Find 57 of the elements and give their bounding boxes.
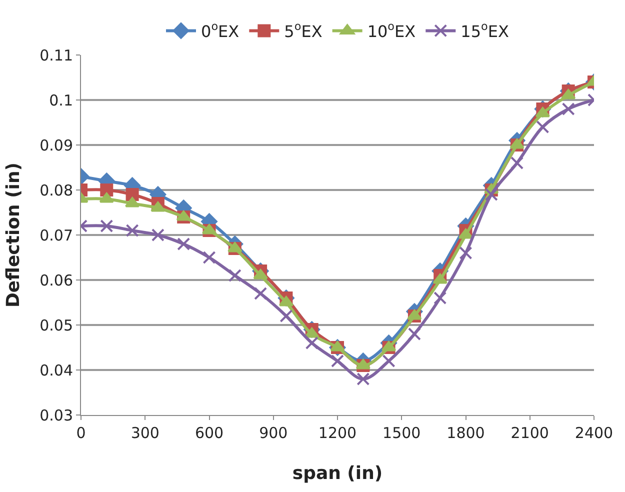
- point: [382, 354, 396, 368]
- point: [356, 359, 370, 370]
- point: [407, 310, 422, 320]
- point: [304, 328, 320, 338]
- point: [176, 210, 191, 221]
- point: [100, 220, 114, 232]
- point: [151, 228, 164, 242]
- y-tick-label: 0.08: [40, 181, 73, 200]
- point: [510, 138, 524, 149]
- y-tick-label: 0.1: [49, 91, 73, 110]
- point: [228, 242, 242, 252]
- point: [177, 238, 190, 250]
- point: [253, 269, 268, 280]
- y-axis-title: Deflection (in): [2, 162, 24, 308]
- point: [331, 354, 344, 368]
- point: [562, 102, 575, 116]
- point: [510, 156, 524, 170]
- point: [228, 269, 242, 282]
- x-tick-label: 2100: [510, 424, 549, 442]
- point: [150, 202, 166, 212]
- x-tick-label: 1500: [382, 424, 421, 442]
- point: [561, 89, 576, 100]
- y-tick-label: 0.09: [40, 136, 73, 154]
- point: [202, 251, 216, 264]
- point: [408, 328, 421, 340]
- point: [254, 287, 268, 300]
- point: [100, 184, 114, 196]
- point: [434, 292, 447, 304]
- point: [99, 192, 114, 203]
- y-tick-label: 0.06: [40, 271, 73, 290]
- legend-label: 0$^{o}$EX: [201, 20, 240, 41]
- point: [126, 188, 139, 201]
- point: [484, 188, 498, 201]
- y-tick-label: 0.11: [40, 46, 73, 64]
- x-tick-label: 600: [194, 424, 224, 442]
- x-tick-label: 2400: [574, 424, 614, 442]
- y-tick-label: 0.07: [40, 226, 73, 244]
- x-axis-title: span (in): [292, 463, 383, 484]
- y-tick-label: 0.04: [40, 361, 73, 380]
- point: [126, 224, 139, 237]
- x-tick-label: 900: [259, 424, 288, 442]
- point: [356, 372, 370, 386]
- legend-label: 5$^{o}$EX: [284, 20, 322, 41]
- point: [305, 336, 318, 350]
- point: [536, 120, 550, 134]
- x-tick-label: 1200: [318, 424, 357, 442]
- x-tick-label: 1800: [446, 424, 485, 442]
- y-tick-label: 0.03: [40, 406, 73, 424]
- legend-label: 15$^{o}$EX: [460, 20, 509, 41]
- y-tick-label: 0.05: [40, 316, 73, 334]
- point: [459, 246, 472, 260]
- point: [280, 310, 293, 322]
- x-tick-label: 0: [76, 424, 86, 442]
- point: [432, 274, 448, 284]
- point: [330, 341, 345, 352]
- legend-label: 10$^{o}$EX: [367, 20, 416, 41]
- x-tick-label: 300: [130, 424, 160, 442]
